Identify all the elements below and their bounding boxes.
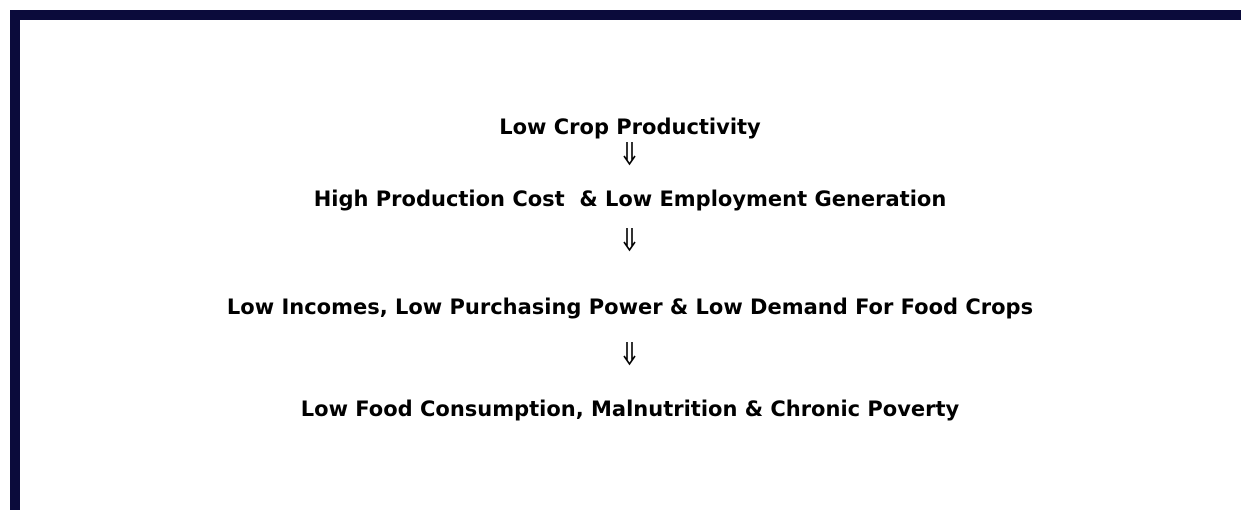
- node-label: Low Incomes, Low Purchasing Power & Low …: [227, 295, 1033, 319]
- node-label: Low Food Consumption, Malnutrition & Chr…: [301, 397, 960, 421]
- arrows: [623, 142, 636, 366]
- arrow: [623, 228, 636, 252]
- node-label: Low Crop Productivity: [499, 115, 761, 139]
- arrow: [623, 342, 636, 366]
- left-border: [10, 10, 20, 510]
- top-border: [10, 10, 1241, 20]
- node-label: High Production Cost & Low Employment Ge…: [314, 187, 947, 211]
- arrow: [623, 142, 636, 166]
